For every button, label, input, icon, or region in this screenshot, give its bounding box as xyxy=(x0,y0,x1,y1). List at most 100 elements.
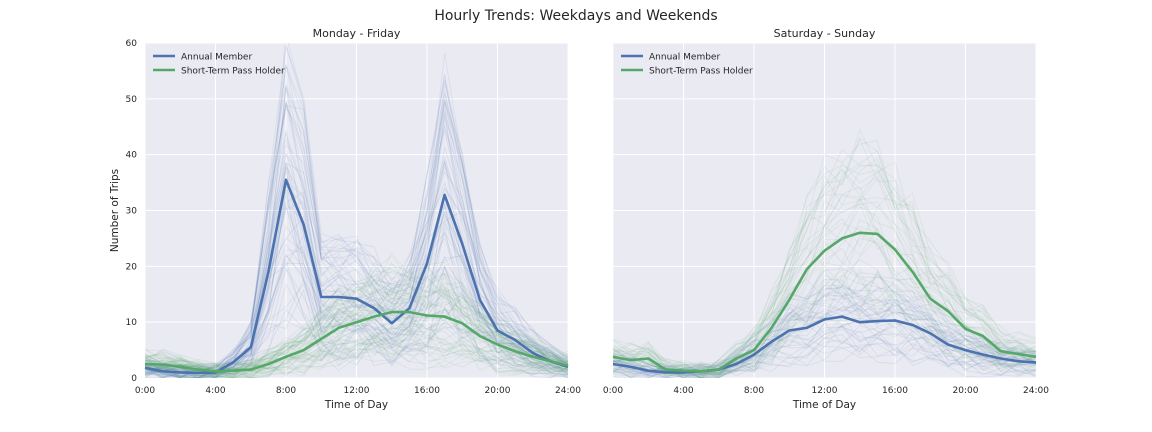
daily-trace-line xyxy=(613,171,1036,371)
daily-trace-line xyxy=(613,295,1036,376)
daily-trace-line xyxy=(145,277,568,375)
daily-trace-line xyxy=(613,177,1036,375)
daily-trace-line xyxy=(145,268,568,371)
daily-trace-line xyxy=(145,167,568,378)
daily-trace-line xyxy=(613,284,1036,375)
daily-trace-line xyxy=(613,329,1036,378)
daily-trace-line xyxy=(613,301,1036,378)
daily-trace-line xyxy=(613,153,1036,375)
daily-trace-line xyxy=(145,161,568,378)
daily-trace-line xyxy=(613,137,1036,371)
x-tick-label: 16:00 xyxy=(882,386,908,396)
daily-trace-line xyxy=(145,201,568,378)
daily-trace-line xyxy=(613,164,1036,369)
daily-trace-line xyxy=(145,263,568,375)
y-tick-label: 0 xyxy=(131,374,137,384)
daily-trace-line xyxy=(145,64,568,373)
daily-trace-line xyxy=(613,200,1036,373)
daily-trace-line xyxy=(145,46,568,370)
daily-trace-line xyxy=(613,261,1036,377)
x-tick-label: 20:00 xyxy=(953,386,979,396)
daily-trace-line xyxy=(613,270,1036,378)
daily-trace-line xyxy=(145,339,568,378)
daily-trace-line xyxy=(613,198,1036,377)
figure-title: Hourly Trends: Weekdays and Weekends xyxy=(434,8,717,24)
daily-trace-line xyxy=(145,102,568,376)
daily-trace-line xyxy=(613,314,1036,378)
legend-label: Short-Term Pass Holder xyxy=(181,67,285,77)
daily-trace-line xyxy=(145,254,568,378)
daily-trace-line xyxy=(145,312,568,373)
daily-trace-line xyxy=(613,343,1036,378)
daily-trace-line xyxy=(145,218,568,377)
daily-trace-line xyxy=(613,149,1036,374)
daily-trace-line xyxy=(613,137,1036,375)
y-axis-label: Number of Trips xyxy=(109,169,121,252)
daily-trace-line xyxy=(613,218,1036,376)
daily-trace-line xyxy=(145,307,568,378)
daily-trace-line xyxy=(613,328,1036,377)
daily-trace-line xyxy=(145,64,568,375)
daily-trace-line xyxy=(145,110,568,376)
daily-trace-line xyxy=(613,226,1036,378)
chart-panel-2: Saturday - Sunday 0:00 4:00 8:00 12:00 16:00 2… xyxy=(603,27,1049,411)
daily-trace-line xyxy=(145,85,568,372)
legend-label: Annual Member xyxy=(649,53,720,63)
daily-trace-line xyxy=(613,286,1036,371)
chart-panel-1: Monday - Friday 0:00 4:00 8:00 12:00 16:00 20:… xyxy=(109,27,581,411)
daily-trace-line xyxy=(613,148,1036,368)
daily-trace-line xyxy=(613,158,1036,372)
daily-trace-line xyxy=(145,277,568,378)
daily-trace-line xyxy=(145,308,568,375)
daily-trace-line xyxy=(145,86,568,373)
daily-trace-line xyxy=(145,288,568,378)
panel-title: Monday - Friday xyxy=(313,27,401,40)
daily-trace-line xyxy=(145,331,568,378)
daily-trace-line xyxy=(613,292,1036,373)
y-tick-label: 10 xyxy=(126,318,138,328)
daily-trace-line xyxy=(145,329,568,378)
daily-trace-line xyxy=(145,337,568,378)
daily-trace-line xyxy=(145,326,568,378)
x-axis-label: Time of Day xyxy=(324,399,388,411)
y-tick-label: 30 xyxy=(126,207,138,217)
x-tick-label: 4:00 xyxy=(205,386,225,396)
daily-trace-line xyxy=(613,325,1036,378)
daily-trace-line xyxy=(145,315,568,375)
x-axis-label: Time of Day xyxy=(792,399,856,411)
daily-trace-line xyxy=(613,247,1036,378)
legend: Annual Member Short-Term Pass Holder xyxy=(621,53,753,77)
daily-trace-line xyxy=(145,160,568,378)
x-tick-label: 16:00 xyxy=(414,386,440,396)
daily-trace-line xyxy=(613,267,1036,368)
series-line-annual-member xyxy=(612,315,1037,374)
x-tick-label: 12:00 xyxy=(344,386,370,396)
daily-trace-line xyxy=(145,326,568,378)
daily-trace-line xyxy=(613,289,1036,373)
daily-trace-line xyxy=(145,273,568,378)
daily-trace-line xyxy=(145,287,568,376)
x-tick-label: 20:00 xyxy=(485,386,511,396)
daily-trace-line xyxy=(613,343,1036,378)
daily-trace-line xyxy=(613,334,1036,378)
daily-trace-line xyxy=(613,267,1036,378)
daily-trace-line xyxy=(145,66,568,374)
daily-trace-line xyxy=(145,315,568,378)
daily-trace-line xyxy=(613,274,1036,378)
daily-trace-line xyxy=(145,252,568,371)
daily-trace-line xyxy=(145,156,568,374)
legend-label: Short-Term Pass Holder xyxy=(649,67,753,77)
y-tick-label: 20 xyxy=(126,262,138,272)
daily-trace-line xyxy=(613,285,1036,376)
x-tick-label: 12:00 xyxy=(812,386,838,396)
daily-trace-line xyxy=(145,288,568,378)
daily-trace-line xyxy=(145,270,568,370)
daily-trace-line xyxy=(613,276,1036,370)
daily-trace-line xyxy=(145,336,568,378)
daily-trace-line xyxy=(613,293,1036,378)
daily-trace-line xyxy=(145,286,568,377)
x-tick-label: 0:00 xyxy=(603,386,623,396)
daily-trace-line xyxy=(145,282,568,373)
daily-trace-line xyxy=(613,283,1036,371)
daily-trace-line xyxy=(145,112,568,377)
